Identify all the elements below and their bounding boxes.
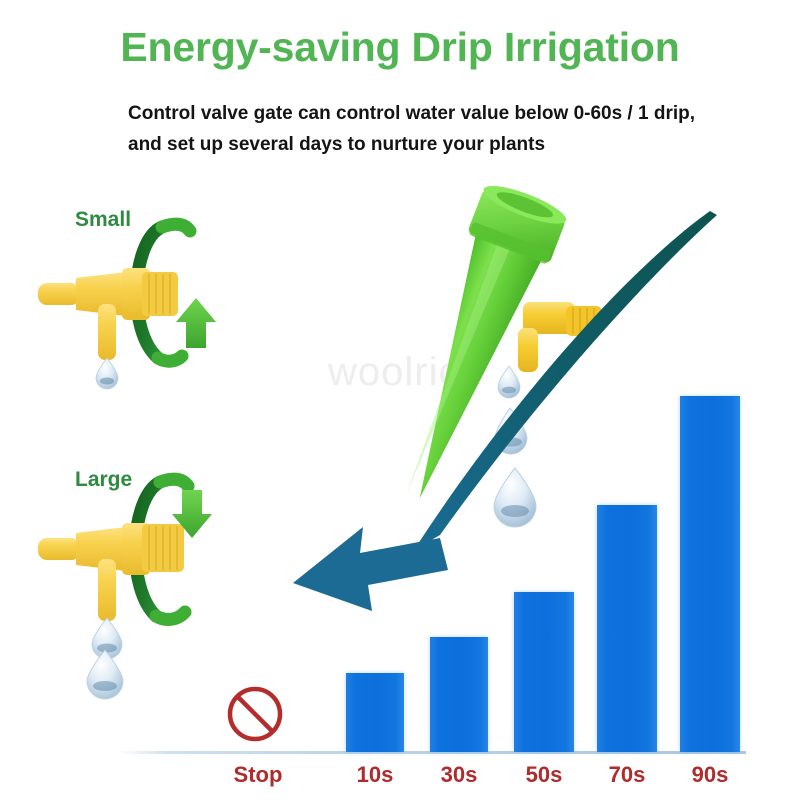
water-drop: [86, 649, 124, 700]
chart-baseline: [118, 751, 746, 754]
trend-arrow: [290, 205, 730, 625]
axis-label-30s: 30s: [440, 762, 478, 787]
water-drop: [91, 617, 123, 660]
axis-label-90s: 90s: [691, 762, 729, 787]
valve-body-small: [38, 268, 178, 360]
bar-70s: [597, 505, 657, 752]
rotate-arrow-down-icon: [172, 490, 212, 538]
trend-arrow-head: [293, 527, 448, 611]
bar-50s: [514, 592, 574, 752]
water-drop: [95, 357, 119, 390]
valve-body-large: [38, 523, 184, 621]
axis-label-10s: 10s: [356, 762, 394, 787]
page-title: Energy-saving Drip Irrigation: [120, 24, 680, 70]
valve-group-small: Small: [30, 200, 250, 400]
valve-label-large: Large: [75, 468, 133, 491]
prohibition-icon: [226, 685, 284, 743]
subtitle-line-1: Control valve gate can control water val…: [128, 103, 696, 124]
valve-group-large: Large: [30, 460, 250, 700]
water-drop: [497, 365, 521, 399]
bar-90s: [680, 396, 740, 752]
trend-arrow-shaft: [414, 211, 717, 550]
valve-label-small: Small: [75, 208, 132, 231]
page-subtitle: Control valve gate can control water val…: [128, 98, 728, 161]
rotate-arrow-up-icon: [176, 298, 216, 348]
bar-30s: [430, 637, 488, 752]
drip-spike-illustration: [280, 180, 640, 540]
valve-illustration-large: [38, 472, 212, 700]
axis-label-stop: Stop: [233, 762, 283, 787]
subtitle-line-2: and set up several days to nurture your …: [128, 134, 546, 156]
dripper-cone: [406, 186, 567, 499]
axis-label-50s: 50s: [525, 762, 563, 787]
bar-10s: [346, 673, 404, 752]
water-drop: [493, 467, 537, 528]
axis-label-70s: 70s: [608, 762, 646, 787]
valve-illustration-small: [38, 217, 216, 390]
